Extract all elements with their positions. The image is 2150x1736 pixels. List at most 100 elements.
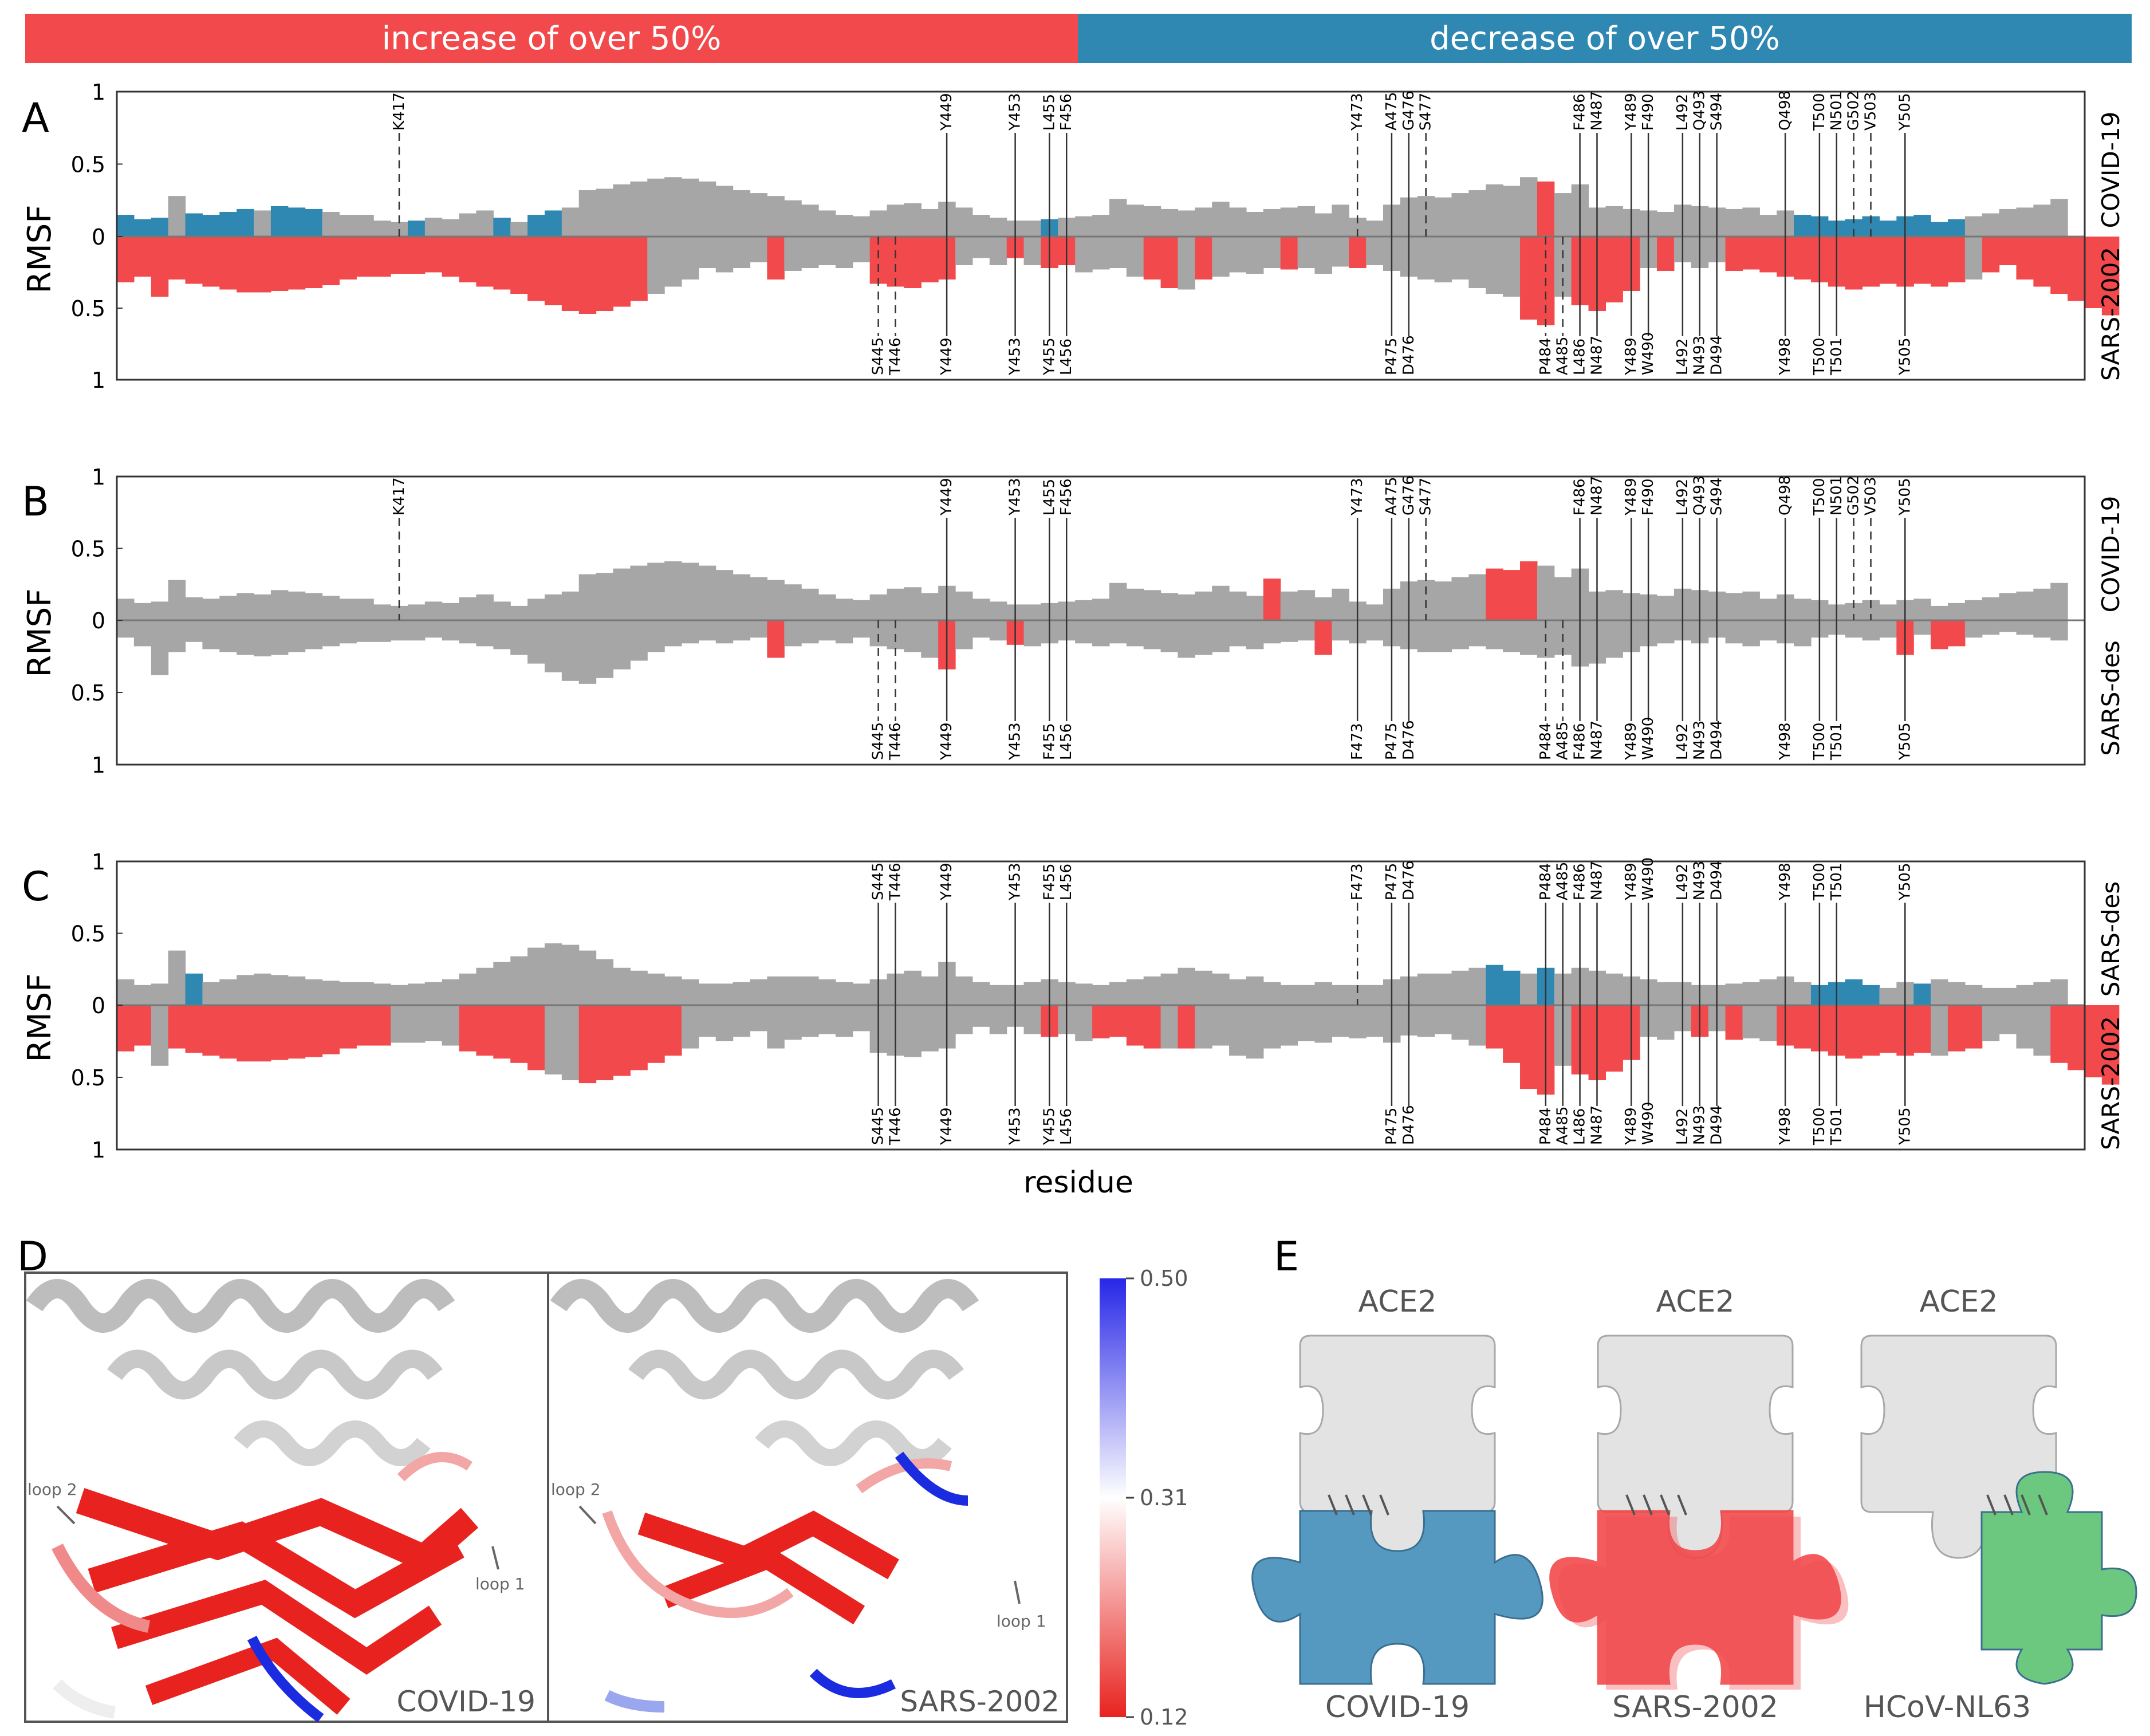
bar-bottom	[1742, 237, 1760, 270]
bar-top	[955, 207, 973, 237]
series-label-top: COVID-19	[2097, 496, 2125, 613]
bar-top	[117, 979, 135, 1005]
bar-top	[1075, 983, 1093, 1005]
bar-top	[1109, 582, 1127, 620]
bar-bottom	[476, 620, 494, 647]
bar-top	[1246, 976, 1264, 1005]
bar-top	[1657, 211, 1675, 237]
residue-label-top: K417	[391, 92, 408, 131]
bar-bottom	[1862, 620, 1880, 641]
y-tick-label: 0.5	[71, 1065, 105, 1091]
bar-top	[544, 943, 562, 1005]
bar-top	[1759, 979, 1777, 1005]
bar-bottom	[613, 1005, 631, 1076]
bar-top	[424, 601, 443, 620]
bar-top	[1280, 985, 1298, 1005]
bar-top	[767, 580, 785, 620]
bar-top	[698, 983, 716, 1005]
bar-bottom	[1023, 620, 1042, 647]
bar-top	[288, 207, 306, 237]
bar-bottom	[1092, 237, 1110, 270]
bar-top	[1486, 568, 1503, 620]
bar-top	[1999, 208, 2017, 237]
bar-top	[1126, 588, 1144, 620]
residue-label-bottom: A485	[1554, 722, 1572, 760]
bar-bottom	[715, 620, 734, 644]
bar-bottom	[493, 237, 511, 290]
bar-top	[1229, 591, 1247, 620]
bar-top	[1468, 967, 1486, 1005]
bar-top	[972, 599, 990, 620]
residue-label-top: F486	[1572, 863, 1589, 900]
bar-bottom	[835, 1005, 853, 1037]
bar-top	[493, 218, 511, 237]
bar-top	[459, 973, 477, 1005]
bar-top	[1263, 982, 1281, 1005]
bar-bottom	[750, 1005, 767, 1032]
bar-top	[767, 976, 785, 1005]
bar-bottom	[1126, 1005, 1144, 1046]
bar-top	[1109, 982, 1127, 1005]
bar-top	[407, 221, 426, 237]
residue-label-top: Y453	[1007, 863, 1024, 901]
residue-label-bottom: F455	[1041, 723, 1058, 760]
bar-top	[1126, 979, 1144, 1005]
bar-bottom	[955, 620, 973, 649]
bar-bottom	[1520, 620, 1538, 655]
bar-top	[818, 979, 836, 1005]
bar-top	[544, 210, 562, 237]
bar-bottom	[2033, 237, 2051, 287]
bar-top	[887, 204, 904, 237]
bar-top	[117, 599, 135, 620]
residue-label-top: S477	[1417, 93, 1435, 131]
bar-bottom	[715, 1005, 734, 1041]
residue-label-bottom: Y498	[1777, 337, 1794, 376]
residue-label-top: Y505	[1896, 863, 1913, 901]
bar-bottom	[339, 237, 357, 280]
bar-top	[1657, 982, 1675, 1005]
bar-bottom	[972, 237, 990, 258]
bar-top	[305, 593, 323, 620]
bar-top	[133, 219, 152, 237]
bar-top	[356, 982, 374, 1005]
bar-bottom	[1931, 1005, 1948, 1056]
bar-bottom	[151, 620, 169, 675]
bar-bottom	[322, 1005, 340, 1054]
bar-top	[1657, 596, 1675, 620]
bar-top	[750, 193, 767, 237]
residue-label-bottom: D494	[1708, 335, 1726, 375]
bar-top	[1246, 211, 1264, 237]
residue-label-top: T500	[1811, 863, 1828, 901]
bar-top	[887, 588, 904, 620]
contact-line	[1345, 1494, 1355, 1515]
y-tick-label: 0	[92, 993, 105, 1018]
loop2-arrow-left	[56, 1505, 76, 1525]
residue-label-top: A475	[1383, 477, 1400, 515]
bar-bottom	[237, 620, 254, 655]
bar-top	[835, 599, 853, 620]
bar-bottom	[2050, 620, 2068, 641]
structure-left	[26, 1279, 479, 1723]
bar-top	[1280, 591, 1298, 620]
bar-top	[2050, 979, 2068, 1005]
bar-top	[972, 215, 990, 237]
bar-top	[356, 215, 374, 237]
bar-top	[168, 950, 186, 1005]
bar-bottom	[1879, 620, 1897, 638]
bar-bottom	[1657, 1005, 1675, 1040]
bar-bottom	[527, 237, 545, 301]
bar-top	[989, 985, 1007, 1005]
residue-label-top: Y453	[1007, 478, 1024, 516]
bar-bottom	[202, 620, 220, 649]
bar-bottom	[852, 237, 871, 262]
bar-top	[1212, 973, 1230, 1005]
bar-bottom	[1229, 237, 1247, 273]
bar-bottom	[1486, 237, 1503, 294]
bar-bottom	[1349, 1005, 1367, 1038]
bar-top	[1212, 585, 1230, 620]
bar-bottom	[715, 237, 734, 273]
bar-top	[1742, 207, 1760, 237]
y-tick-label: 1	[92, 80, 105, 105]
bar-bottom	[1195, 620, 1212, 655]
bar-bottom	[801, 237, 819, 268]
